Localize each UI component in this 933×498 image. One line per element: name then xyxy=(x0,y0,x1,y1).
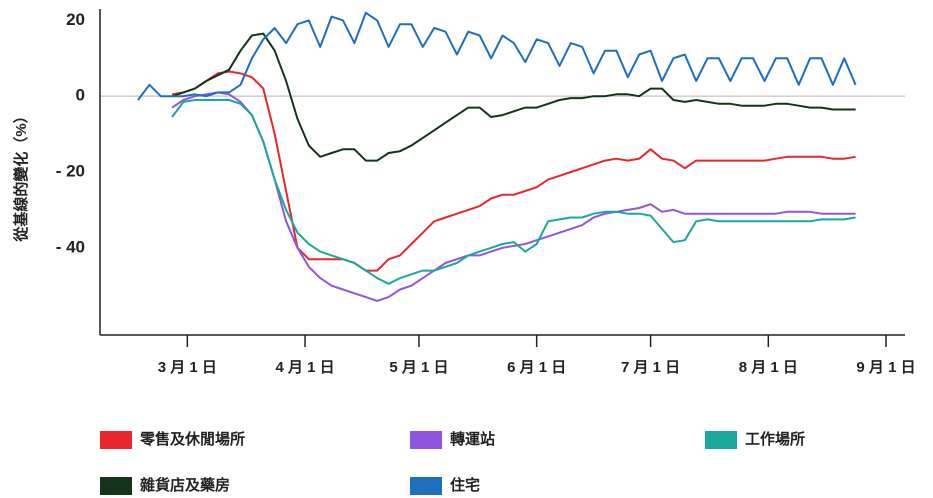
legend-label: 住宅 xyxy=(450,476,480,494)
series-line xyxy=(171,91,856,302)
series-line xyxy=(171,99,856,285)
y-tick-label: - 40 xyxy=(56,237,85,256)
legend-label: 雜貨店及藥房 xyxy=(140,476,230,494)
x-tick-label: 9 月 1 日 xyxy=(856,359,915,376)
legend-swatch xyxy=(410,431,442,449)
x-tick-label: 8 月 1 日 xyxy=(739,359,798,376)
y-tick-label: 20 xyxy=(66,10,85,29)
x-tick-label: 6 月 1 日 xyxy=(507,359,566,376)
series-line xyxy=(171,70,856,272)
x-tick-label: 7 月 1 日 xyxy=(621,359,680,376)
x-tick-label: 5 月 1 日 xyxy=(389,359,448,376)
legend-label: 零售及休閒場所 xyxy=(139,430,245,448)
legend-label: 轉運站 xyxy=(450,430,495,448)
legend-label: 工作場所 xyxy=(745,430,805,448)
series-line xyxy=(137,11,857,101)
y-axis-label: 從基線的變化（%） xyxy=(12,108,30,242)
legend-swatch xyxy=(410,477,442,495)
legend-swatch xyxy=(100,477,132,495)
x-tick-label: 4 月 1 日 xyxy=(275,359,334,376)
x-tick-label: 3 月 1 日 xyxy=(158,359,217,376)
legend-swatch xyxy=(100,431,132,449)
series-line xyxy=(171,32,856,162)
y-tick-label: 0 xyxy=(76,86,85,105)
legend-swatch xyxy=(705,431,737,449)
y-tick-label: - 20 xyxy=(56,161,85,180)
